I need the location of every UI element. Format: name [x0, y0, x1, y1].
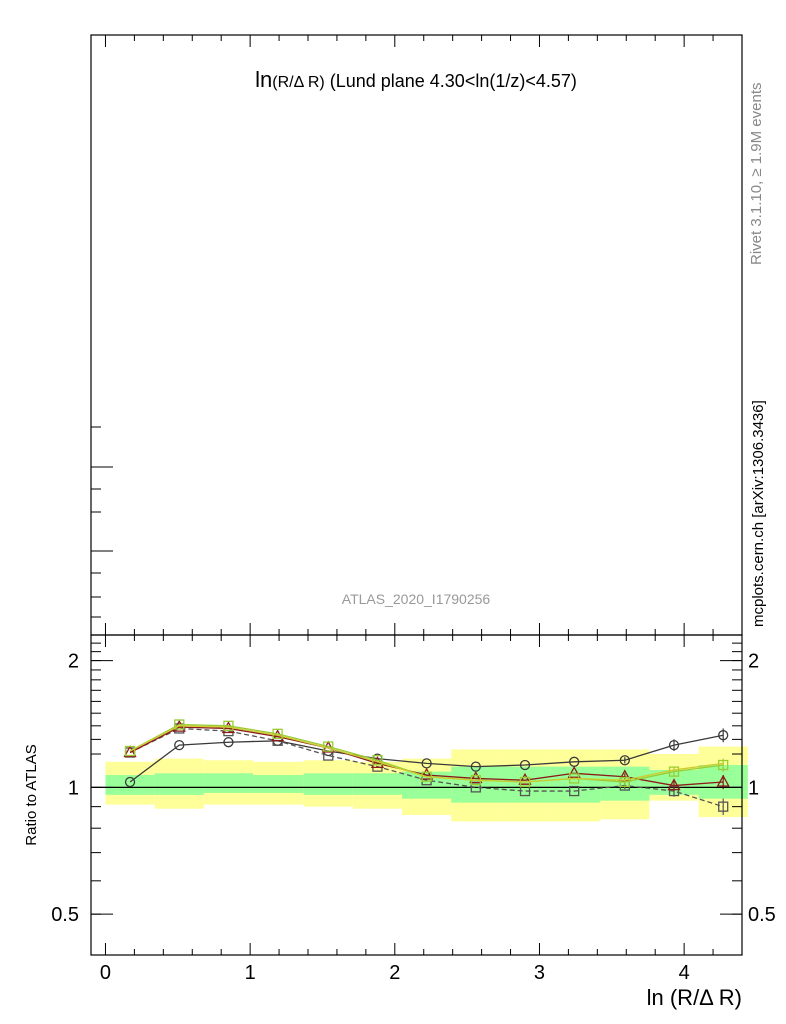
axes-group: 0 1 2 3 4 0.5 0.5 1 1 2 2	[51, 634, 776, 984]
x-tick-label: 2	[389, 962, 400, 984]
y-tick-label: 1	[68, 777, 79, 799]
green-band	[154, 773, 204, 795]
analysis-label: ATLAS_2020_I1790256	[342, 591, 491, 607]
series-0-point	[124, 776, 136, 788]
series-0-point	[519, 759, 531, 771]
series-2-point	[716, 774, 730, 787]
rivet-label: Rivet 3.1.10, ≥ 1.9M events	[748, 83, 765, 266]
x-tick-label: 3	[534, 962, 545, 984]
green-band	[105, 774, 155, 795]
series-2-point	[123, 745, 137, 758]
series-2-point	[469, 771, 483, 784]
x-tick-label: 1	[245, 962, 256, 984]
series-0-point	[668, 739, 680, 751]
ratio-panel-frame	[90, 634, 743, 956]
series-4-line	[129, 725, 724, 783]
series-0-point	[619, 755, 630, 766]
series-3-point	[668, 766, 680, 777]
y-tick-label-right: 0.5	[748, 904, 776, 926]
series-1-point	[718, 801, 729, 812]
y-tick-label: 0.5	[51, 904, 79, 926]
series-0-point	[223, 737, 234, 748]
series-0-point	[174, 739, 185, 751]
title-rest: (Lund plane 4.30<ln(1/z)<4.57)	[325, 71, 577, 91]
x-tick-label: 4	[679, 962, 690, 984]
series-3-point	[223, 720, 234, 731]
series-3-point	[619, 776, 630, 788]
series-3-point	[718, 759, 729, 771]
series-0-point	[718, 730, 729, 741]
upper-panel-frame	[90, 34, 743, 636]
series-2-point	[667, 778, 681, 791]
y-axis-label: Ratio to ATLAS	[23, 744, 40, 845]
uncertainty-bands	[91, 746, 748, 822]
mcplots-label: mcplots.cern.ch [arXiv:1306.3436]	[750, 400, 767, 627]
series-1-point	[569, 785, 580, 797]
green-band	[253, 774, 304, 793]
x-tick-label: 0	[100, 962, 111, 984]
chart-title: ln(R/Δ R) (Lund plane 4.30<ln(1/z)<4.57)	[255, 67, 577, 92]
series-2-point	[518, 772, 532, 785]
title-sub: (R/Δ R)	[272, 74, 324, 91]
green-band	[203, 773, 254, 793]
x-axis-label: ln (R/Δ R)	[647, 985, 742, 1010]
series-3-point	[124, 745, 136, 757]
y-tick-label-right: 1	[748, 777, 759, 799]
series-group	[123, 719, 730, 815]
title-main: ln	[255, 67, 272, 92]
green-band	[352, 773, 403, 795]
series-3-point	[174, 719, 185, 730]
y-tick-label: 2	[68, 651, 79, 673]
green-band	[549, 766, 601, 803]
y-tick-label-right: 2	[748, 651, 759, 673]
series-2-point	[420, 767, 434, 780]
upper-panel	[90, 34, 743, 636]
series-2-point	[567, 765, 581, 778]
green-band	[303, 773, 353, 795]
